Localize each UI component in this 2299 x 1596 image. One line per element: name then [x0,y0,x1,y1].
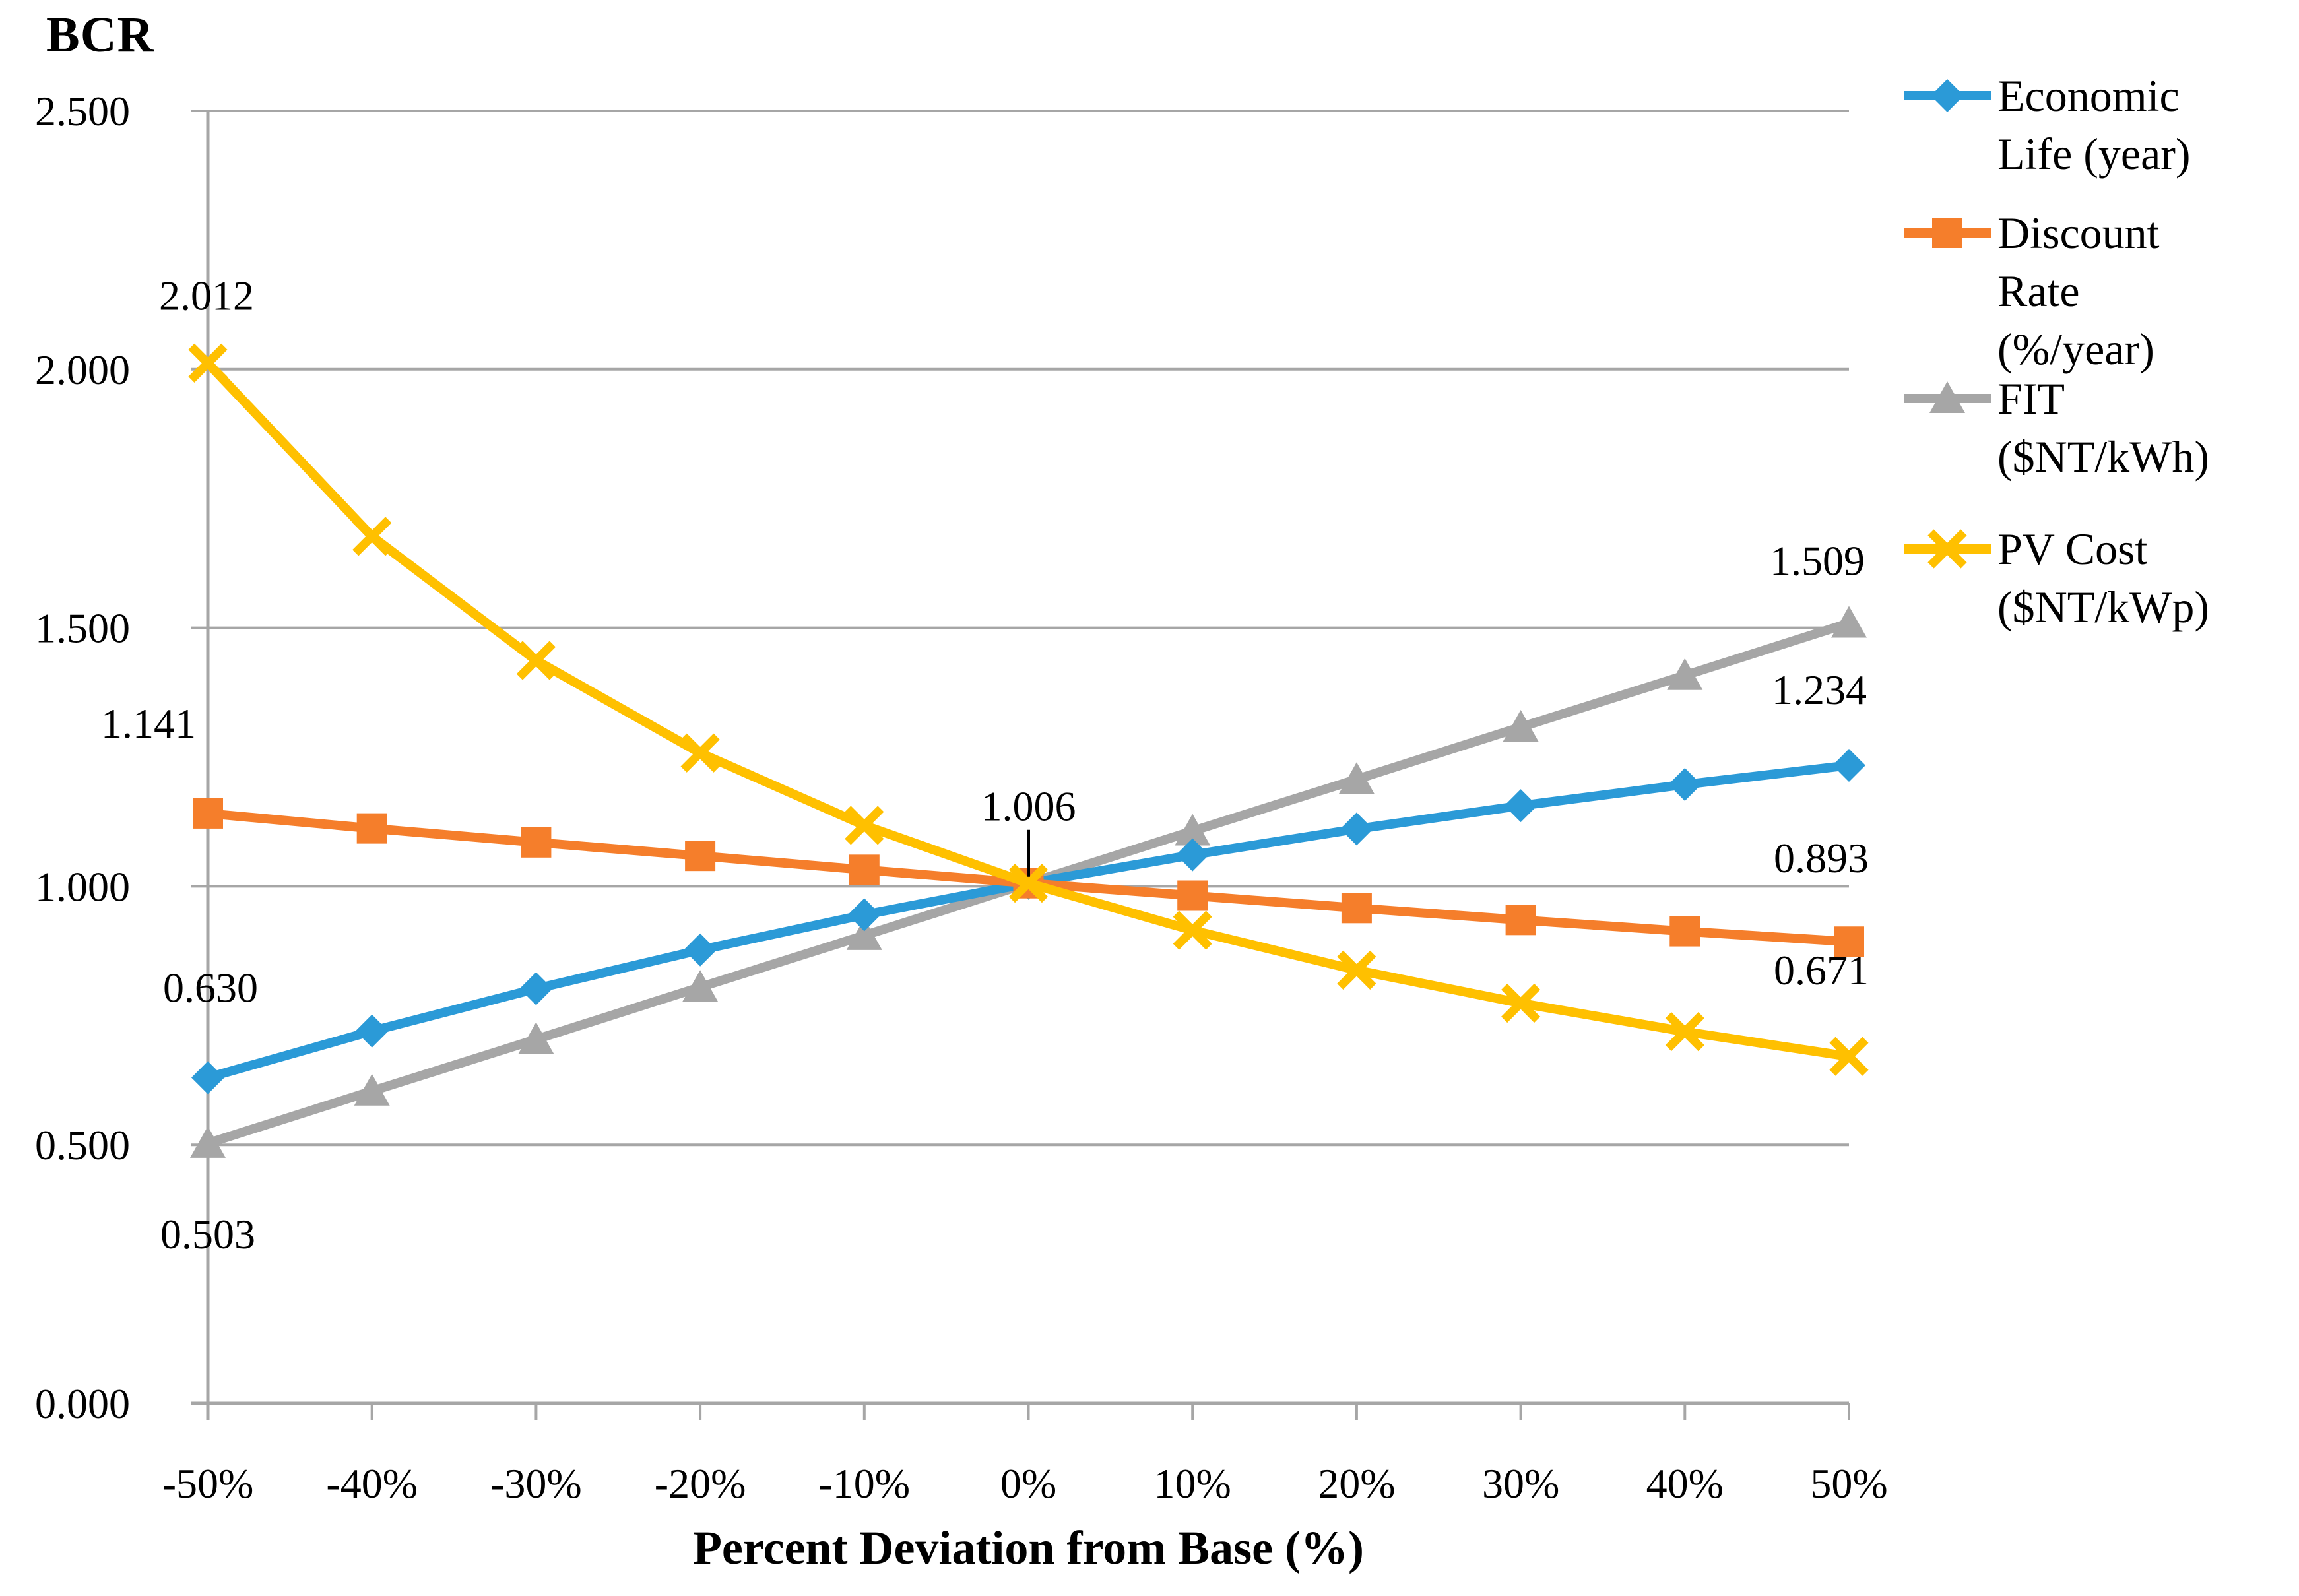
y-tick-label: 1.000 [35,863,130,910]
data-point-marker-x [1173,910,1212,950]
data-point-marker-triangle [1175,814,1211,846]
y-tick-label: 2.500 [35,88,130,135]
data-point-marker-diamond [1340,812,1373,846]
data-point-marker-triangle [1667,658,1703,690]
data-point-marker-square [1834,926,1864,957]
data-point-marker-x [516,641,556,680]
legend-label: Discount Rate (%/year) [1997,204,2160,378]
data-point-marker-x [1829,1037,1869,1076]
data-label: 0.671 [1774,947,1869,994]
x-tick-label: 10% [1154,1460,1231,1507]
series-line-4 [204,360,1850,1062]
data-label: 0.503 [160,1211,255,1258]
data-point-marker-square [1505,905,1536,936]
data-point-marker-square [685,841,716,872]
data-point-marker-diamond [355,1014,389,1048]
x-tick-label: -10% [818,1460,910,1507]
data-point-marker-x [845,806,884,845]
data-point-marker-square [356,813,387,844]
data-point-marker-square [1177,880,1208,911]
x-tick-label: 30% [1482,1460,1559,1507]
legend-marker-square-icon [1904,218,1991,248]
legend-label-line: PV Cost [1997,524,2148,574]
data-point-marker-triangle [190,1126,226,1158]
legend-label: Economic Life (year) [1997,67,2191,183]
data-point-marker-diamond [1176,838,1210,872]
legend-marker-triangle-icon [1904,381,1991,413]
x-tick-label: 50% [1810,1460,1887,1507]
legend-label-line: Life (year) [1997,129,2191,179]
data-point-marker-x [680,733,720,773]
data-label: 0.893 [1774,835,1869,881]
y-tick-label: 0.000 [35,1380,130,1427]
x-tick-label: 40% [1646,1460,1724,1507]
data-point-marker-x [1665,1011,1704,1052]
data-point-marker-diamond [684,933,717,967]
legend-label: FIT ($NT/kWh) [1997,369,2209,486]
legend-label-line: Economic [1997,71,2180,121]
data-point-marker-x [352,517,392,556]
x-axis-title: Percent Deviation from Base (%) [692,1521,1365,1574]
data-point-marker-square [193,798,223,829]
data-point-marker-square [849,854,880,885]
data-point-marker-diamond [519,972,553,1005]
data-point-marker-x [1337,950,1376,990]
data-point-marker-triangle [1338,762,1375,794]
data-point-marker-triangle [846,918,882,950]
data-point-marker-triangle [518,1022,554,1054]
x-tick-label: -20% [655,1460,746,1507]
legend-label: PV Cost ($NT/kWp) [1997,520,2209,636]
data-point-marker-triangle [1503,710,1539,742]
data-point-marker-triangle [682,970,719,1002]
y-tick-label: 2.000 [35,346,130,393]
y-axis-title: BCR [46,7,154,63]
data-point-marker-square [1341,893,1372,924]
legend-marker-x-icon [1904,529,1991,569]
legend-label-line: Rate [1997,266,2080,316]
data-point-marker-diamond [1504,789,1538,823]
data-point-marker-triangle [354,1073,390,1106]
data-point-marker-square [521,827,552,858]
x-tick-label: 0% [1000,1460,1056,1507]
y-tick-label: 0.500 [35,1122,130,1168]
legend-label-line: Discount [1997,208,2160,258]
data-label: 1.234 [1772,666,1867,713]
data-point-marker-x [1008,864,1049,903]
x-tick-label: -40% [326,1460,418,1507]
data-point-marker-x [188,343,228,383]
data-point-marker-square [1669,916,1700,947]
legend-label-line: ($NT/kWp) [1997,582,2210,632]
legend-label-line: ($NT/kWh) [1997,431,2210,482]
y-tick-label: 1.500 [35,605,130,652]
data-label: 1.141 [101,700,196,747]
data-label: 0.630 [163,964,258,1011]
legend-label-line: FIT [1997,373,2065,424]
legend-label-line: (%/year) [1997,324,2154,374]
data-label: 1.006 [981,783,1076,830]
x-tick-label: -50% [162,1460,254,1507]
data-label: 1.509 [1770,538,1865,585]
data-point-marker-diamond [1832,749,1865,782]
x-tick-label: -30% [490,1460,582,1507]
data-point-marker-diamond [1668,768,1702,802]
x-tick-label: 20% [1318,1460,1395,1507]
chart-legend: Economic Life (year) Discount Rate (%/year) F… [1898,0,2294,924]
data-point-marker-diamond [847,898,881,932]
legend-marker-diamond-icon [1904,79,1991,112]
data-point-marker-diamond [191,1061,224,1095]
data-point-marker-x [1501,983,1541,1023]
data-point-marker-triangle [1831,606,1867,638]
data-label: 2.012 [159,272,254,319]
